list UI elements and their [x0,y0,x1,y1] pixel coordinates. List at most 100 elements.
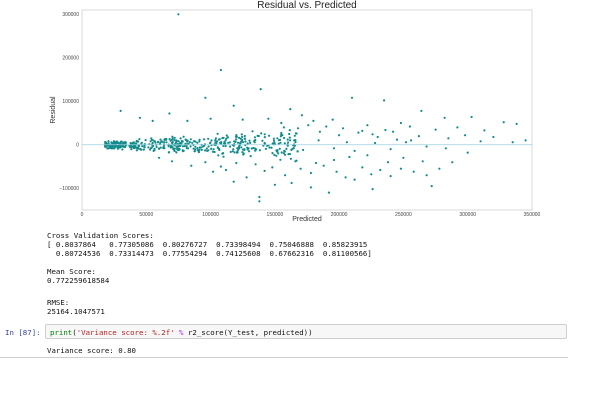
scatter-point [196,141,199,144]
scatter-point [168,112,171,115]
scatter-point [172,148,175,151]
scatter-point [226,136,229,139]
code-format-string: 'Variance score: %.2f' [76,328,175,337]
scatter-point [189,145,192,148]
code-percent-operator: % [174,328,188,337]
scatter-point [163,147,166,150]
scatter-point [218,138,221,141]
scatter-point [138,116,141,119]
scatter-point [224,144,227,148]
scatter-point [273,153,276,157]
scatter-point [282,126,285,129]
scatter-point [434,128,437,131]
scatter-point [312,119,315,122]
scatter-point [207,145,210,148]
x-tick-label: 200000 [331,212,348,218]
scatter-point [296,127,300,130]
scatter-point [209,117,212,120]
scatter-point [190,164,193,167]
scatter-point [261,139,264,142]
scatter-point [425,174,428,177]
scatter-point [277,152,280,155]
y-tick-label: 100000 [62,99,79,105]
code-text[interactable]: print('Variance score: %.2f' % r2_score(… [50,328,313,337]
scatter-point [283,142,286,145]
scatter-point [307,124,310,127]
scatter-point [325,125,328,128]
y-tick-label: 200000 [62,56,79,62]
scatter-point [193,150,196,153]
scatter-point [272,139,276,142]
x-tick-label: 350000 [524,212,541,218]
scatter-point [121,148,124,151]
scatter-point [296,150,299,153]
scatter-point [263,136,266,139]
scatter-point [244,137,247,140]
scatter-point [155,145,158,149]
scatter-point [111,147,114,150]
scatter-point [245,176,248,179]
scatter-point [464,134,467,137]
scatter-point [175,140,178,143]
scatter-point [177,149,180,152]
scatter-point [214,137,217,140]
y-axis-label: Residual [50,96,57,124]
scatter-point [271,152,274,155]
scatter-point [447,137,450,140]
scatter-point [214,139,217,142]
scatter-point [399,121,402,125]
scatter-point [154,141,157,144]
scatter-point [258,200,261,203]
scatter-point [277,139,280,142]
code-cell-input[interactable]: print('Variance score: %.2f' % r2_score(… [45,324,567,339]
scatter-point [288,132,291,136]
scatter-point [177,145,180,148]
scatter-point [421,160,424,163]
scatter-point [241,138,244,141]
scatter-point [189,138,192,141]
residual-scatter-plot: 0 50000 100000 150000 200000 250000 300000 3500… [50,0,541,223]
scatter-point [255,148,258,151]
scatter-point [212,170,215,173]
scatter-point [322,164,325,167]
scatter-point [270,146,273,149]
scatter-point [383,99,386,102]
input-prompt: In [87]: [5,328,41,337]
scatter-point [502,121,505,124]
scatter-point [371,133,374,136]
cell-divider [0,357,568,358]
scatter-point [132,141,135,144]
y-tick-label: −100000 [59,186,79,192]
scatter-point [193,140,196,143]
scatter-point [228,141,231,144]
scatter-point [260,132,263,135]
scatter-point [399,167,402,170]
scatter-point [239,137,242,140]
scatter-point [374,141,377,145]
scatter-point [293,134,296,137]
scatter-point [241,135,244,138]
scatter-point [470,115,473,119]
scatter-point [105,141,108,144]
scatter-point [317,139,320,142]
scatter-point [284,174,287,177]
scatter-point [186,147,190,150]
scatter-point [456,126,459,129]
scatter-point [335,170,338,173]
scatter-point [151,119,154,122]
scatter-point [287,141,290,144]
scatter-point [220,141,223,144]
scatter-point [395,138,399,141]
scatter-point [252,146,255,150]
scatter-point [348,155,351,159]
scatter-point [341,127,345,130]
scatter-point [207,137,210,140]
scatter-point [222,152,225,155]
scatter-point [278,147,281,150]
scatter-point [283,136,286,140]
scatter-point [213,150,216,154]
scatter-point [258,149,261,152]
x-axis-label: Predicted [292,216,322,223]
scatter-point [267,117,270,120]
scatter-point [327,191,330,194]
